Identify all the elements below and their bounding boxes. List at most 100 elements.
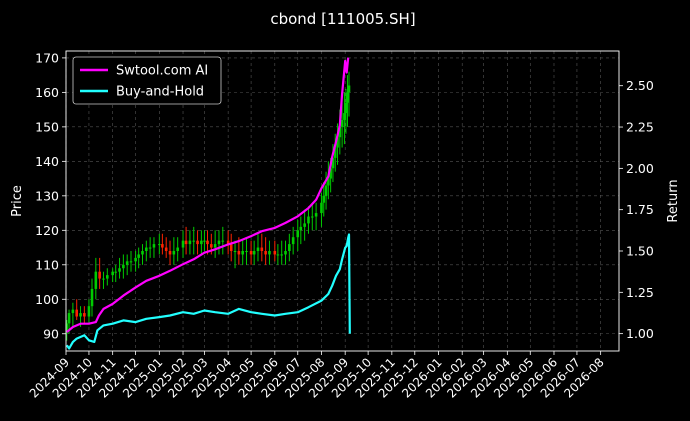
candle-body: [210, 244, 213, 248]
candle-body: [172, 251, 176, 255]
candle-body: [329, 168, 332, 179]
y-tick-label: 100: [35, 292, 59, 307]
legend-box: [72, 56, 222, 105]
y-tick-label: 130: [35, 188, 59, 203]
candle-body: [148, 247, 152, 249]
candle-body: [200, 240, 203, 245]
legend-label: Buy-and-Hold: [116, 85, 204, 100]
candle-body: [245, 251, 248, 252]
candle-body: [75, 309, 79, 317]
candle-body: [322, 195, 326, 203]
candle-body: [102, 278, 105, 280]
candlestick-series: [65, 71, 351, 341]
candle-body: [256, 247, 260, 251]
candle-body: [168, 251, 172, 255]
series-line-1: [65, 233, 351, 350]
y2-axis-label: Return: [666, 179, 681, 222]
y-axis-label: Price: [10, 185, 25, 217]
candle-body: [347, 85, 351, 93]
candle-body: [324, 185, 328, 196]
line-series: [65, 57, 351, 350]
candle-body: [196, 240, 199, 245]
y2-tick-label: 2.50: [626, 78, 654, 93]
candle-body: [264, 251, 267, 255]
candle-body: [98, 271, 101, 279]
candle-body: [134, 257, 137, 262]
candle-body: [344, 102, 348, 114]
y-tick-label: 140: [35, 154, 59, 169]
candle-body: [280, 254, 283, 256]
candle-body: [67, 313, 71, 324]
y-tick-label: 170: [35, 50, 59, 65]
candle-body: [79, 313, 82, 317]
candle-body: [288, 244, 291, 251]
candle-body: [114, 271, 118, 273]
candle-body: [158, 244, 161, 246]
candle-body: [141, 251, 144, 255]
candle-body: [206, 240, 209, 245]
candle-body: [221, 240, 225, 242]
series-line-0: [66, 57, 350, 333]
candle-body: [125, 261, 129, 265]
candle-body: [284, 251, 287, 255]
candle-body: [122, 264, 125, 269]
candle-body: [184, 240, 188, 245]
candle-body: [333, 147, 337, 158]
candle-body: [213, 244, 217, 248]
candle-body: [111, 271, 114, 276]
candle-body: [87, 306, 91, 317]
candle-body: [203, 240, 206, 242]
y-tick-label: 160: [35, 85, 59, 100]
y2-tick-label: 1.25: [626, 285, 654, 300]
candle-body: [336, 137, 339, 148]
left-y-axis: 90 100 110 120 130 140 150 160 170: [35, 50, 66, 341]
candle-body: [346, 92, 349, 103]
candle-body: [327, 178, 330, 186]
y-tick-label: 150: [35, 119, 59, 134]
legend: Swtool.com AI Buy-and-Hold: [72, 56, 222, 105]
candle-body: [303, 223, 306, 227]
candle-body: [233, 251, 237, 252]
candle-body: [106, 275, 109, 279]
y2-tick-label: 1.75: [626, 202, 654, 217]
candle-body: [176, 247, 179, 251]
candle-body: [192, 240, 196, 242]
candle-body: [310, 216, 314, 218]
y2-tick-label: 1.00: [626, 326, 654, 341]
y2-tick-label: 2.00: [626, 161, 654, 176]
candle-body: [161, 244, 164, 248]
candle-body: [237, 251, 241, 255]
candle-body: [188, 240, 192, 245]
candle-body: [152, 244, 156, 248]
plot-frame: [65, 50, 620, 352]
candle-body: [229, 244, 233, 251]
y2-tick-label: 2.25: [626, 120, 654, 135]
candle-body: [276, 254, 280, 256]
candle-body: [252, 251, 256, 255]
right-y-axis: 1.00 1.25 1.50 1.75 2.00 2.25 2.50: [619, 78, 654, 341]
candle-body: [217, 240, 221, 245]
candle-body: [71, 309, 75, 314]
candle-body: [118, 268, 121, 272]
candle-body: [94, 271, 98, 289]
candle-body: [137, 254, 140, 258]
candle-body: [65, 323, 69, 331]
candle-body: [307, 216, 310, 224]
candle-body: [164, 247, 168, 251]
candle-body: [249, 251, 253, 255]
candle-body: [268, 251, 271, 255]
candle-body: [296, 230, 300, 238]
candle-body: [340, 119, 344, 127]
candle-body: [273, 251, 277, 255]
candle-body: [83, 313, 86, 317]
candle-body: [343, 113, 346, 120]
chart-title: cbond [111005.SH]: [270, 10, 415, 28]
candle-body: [320, 202, 323, 214]
legend-label: Swtool.com AI: [116, 64, 208, 79]
candle-body: [181, 240, 185, 248]
y-tick-label: 120: [35, 223, 59, 238]
candle-body: [331, 157, 335, 169]
candle-body: [299, 226, 303, 231]
candle-body: [241, 251, 244, 255]
